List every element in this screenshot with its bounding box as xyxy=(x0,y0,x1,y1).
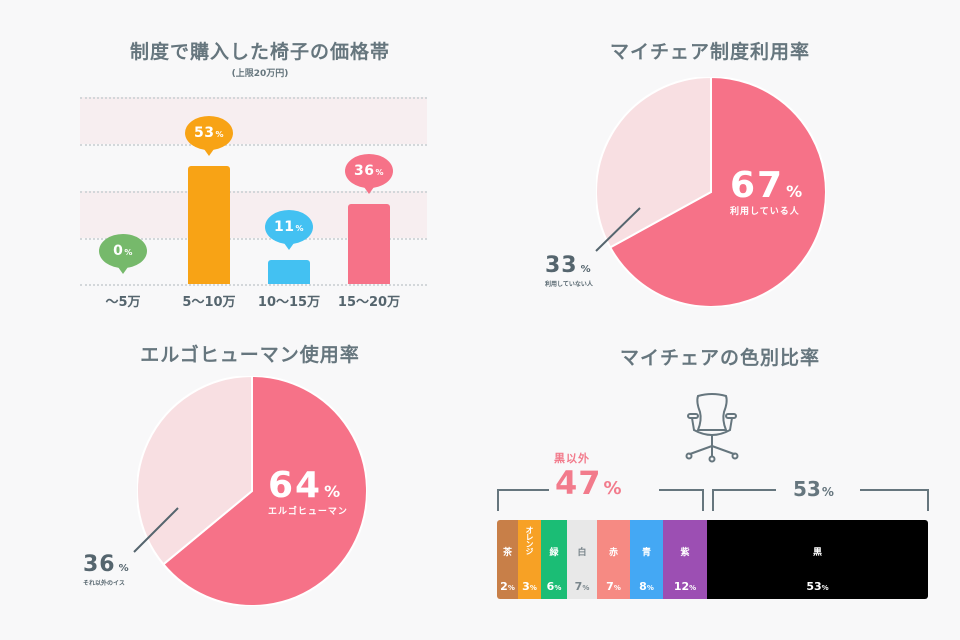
colors-chart-title: マイチェアの色別比率 xyxy=(619,347,820,369)
percent-sign: % xyxy=(118,563,129,574)
color-percent: 6% xyxy=(546,580,562,593)
ergo-leader-line xyxy=(133,507,179,553)
price-chart-subtitle: (上限20万円) xyxy=(231,69,289,79)
color-name: 白 xyxy=(577,548,587,558)
color-percent: 53% xyxy=(806,580,829,593)
color-percent: 12% xyxy=(673,580,697,593)
usage-main-label: 利用している人 xyxy=(730,207,800,217)
price-chart-title: 制度で購入した椅子の価格帯 xyxy=(129,41,390,63)
value-number: 36 xyxy=(354,163,375,179)
color-percent: 7% xyxy=(574,580,590,593)
percent-sign: % xyxy=(215,130,224,139)
x-axis-label: 15〜20万 xyxy=(337,295,401,310)
percent-sign: % xyxy=(580,264,591,275)
value-bubble: 11% xyxy=(265,210,313,250)
usage-secondary-percent: 33 xyxy=(545,253,578,278)
ergo-secondary-percent: 36 xyxy=(83,552,116,577)
usage-chart-title: マイチェア制度利用率 xyxy=(609,41,810,63)
color-percent: 7% xyxy=(606,580,621,593)
percent-sign: % xyxy=(786,182,803,201)
usage-secondary-label: 利用していない人 xyxy=(545,281,593,288)
usage-pie-chart xyxy=(596,77,826,307)
pie-slice xyxy=(596,77,712,249)
x-axis-label: 5〜10万 xyxy=(182,295,236,310)
ergo-secondary-label: それ以外のイス xyxy=(83,580,125,587)
percent-sign: % xyxy=(324,482,341,501)
color-segment: 黒 53% xyxy=(707,520,928,599)
gridline xyxy=(80,144,427,146)
value-number: 11 xyxy=(274,219,295,235)
usage-main-value: 67% 利用している人 xyxy=(730,165,802,217)
ergo-pie-chart xyxy=(137,376,367,606)
color-percent: 8% xyxy=(639,580,654,593)
bar-2 xyxy=(268,260,310,284)
bar-3 xyxy=(348,204,390,284)
color-name: 黒 xyxy=(812,548,822,558)
color-stacked-bar: 茶 2% オレンジ 3% 緑 6% 白 7% 赤 7% 青 8% 紫 12% 黒 53% xyxy=(497,520,928,599)
non-black-percent: 47 xyxy=(555,464,602,502)
value-number: 53 xyxy=(194,125,215,141)
value-bubble: 53% xyxy=(185,116,233,156)
gridline xyxy=(80,97,427,99)
color-segment: オレンジ 3% xyxy=(518,520,541,599)
pie-slice xyxy=(161,376,367,606)
value-bubble: 36% xyxy=(345,154,393,194)
x-axis-label: 10〜15万 xyxy=(257,295,321,310)
color-name: 紫 xyxy=(680,548,690,558)
pie-slice xyxy=(137,376,253,566)
percent-sign: % xyxy=(821,485,834,499)
value-bubble: 0% xyxy=(99,234,147,274)
color-percent: 2% xyxy=(500,580,515,593)
office-chair-icon xyxy=(685,393,739,463)
color-segment: 紫 12% xyxy=(663,520,707,599)
value-number: 0 xyxy=(113,243,124,259)
color-segment: 茶 2% xyxy=(497,520,518,599)
percent-sign: % xyxy=(124,248,133,257)
color-name: 青 xyxy=(641,548,651,558)
percent-sign: % xyxy=(603,478,622,499)
color-name: オレンジ xyxy=(525,526,534,554)
color-name: 茶 xyxy=(502,548,512,558)
non-black-label: 黒以外 xyxy=(554,452,590,465)
percent-sign: % xyxy=(295,224,304,233)
color-segment: 青 8% xyxy=(630,520,663,599)
gridline xyxy=(80,191,427,193)
bracket-gap xyxy=(549,487,659,491)
color-name: 緑 xyxy=(549,548,559,558)
color-segment: 白 7% xyxy=(567,520,597,599)
usage-secondary-value: 33% 利用していない人 xyxy=(545,253,593,288)
color-percent: 3% xyxy=(522,580,537,593)
pie-slice xyxy=(608,77,826,307)
black-value: 53% xyxy=(793,477,834,501)
usage-leader-line xyxy=(595,207,641,252)
ergo-chart-title: エルゴヒューマン使用率 xyxy=(140,344,360,366)
gridline-baseline xyxy=(80,284,427,286)
black-percent: 53 xyxy=(793,477,821,501)
x-axis-label: 〜5万 xyxy=(105,295,141,310)
grid-band xyxy=(80,97,427,144)
ergo-main-value: 64% エルゴヒューマン xyxy=(268,465,348,517)
color-name: 赤 xyxy=(608,548,618,558)
color-segment: 赤 7% xyxy=(597,520,630,599)
price-bar-chart xyxy=(80,97,427,286)
bracket-gap xyxy=(776,487,860,491)
usage-main-percent: 67 xyxy=(730,165,785,206)
ergo-main-percent: 64 xyxy=(268,465,323,506)
gridline xyxy=(80,238,427,240)
color-segment: 緑 6% xyxy=(541,520,567,599)
ergo-secondary-value: 36% それ以外のイス xyxy=(83,552,129,587)
non-black-value: 47% xyxy=(555,464,622,502)
bar-1 xyxy=(188,166,230,284)
ergo-main-label: エルゴヒューマン xyxy=(268,507,348,517)
percent-sign: % xyxy=(375,168,384,177)
